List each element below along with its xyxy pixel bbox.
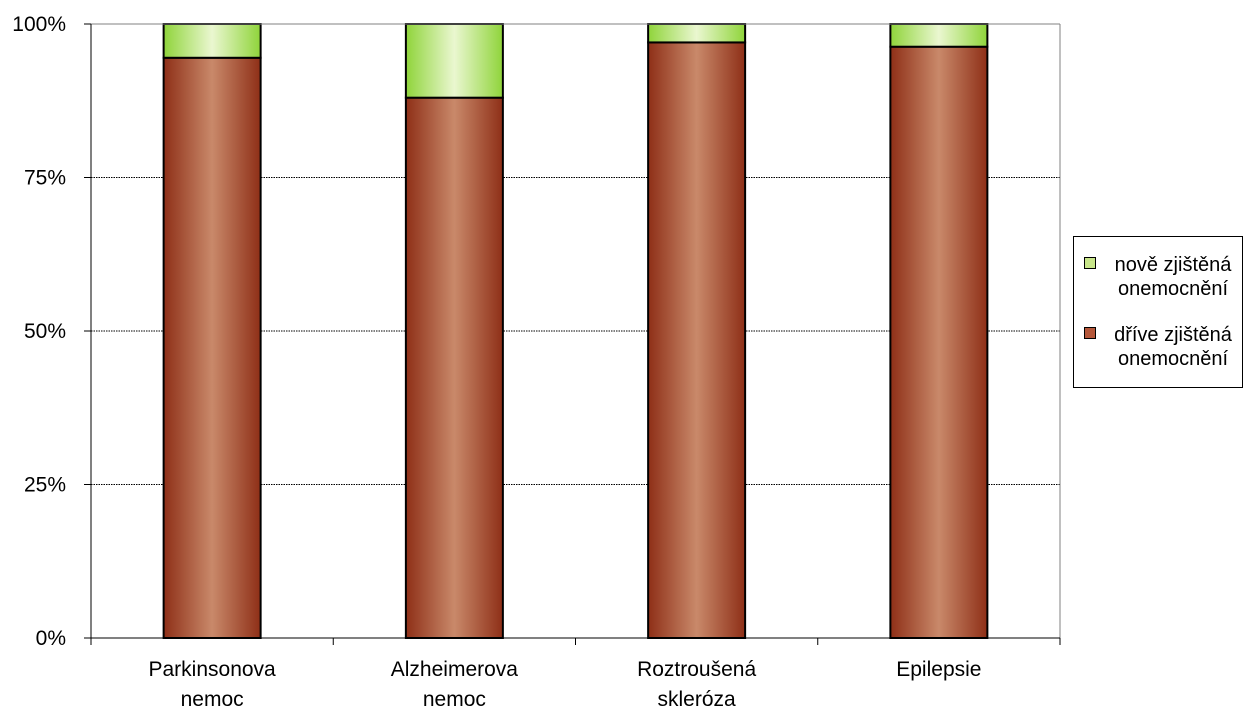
bar-segment-previous [889,45,989,639]
x-category-label: Parkinsonova [149,658,277,681]
x-category-label: Alzheimerova [391,658,519,681]
legend-label-previous-line1: dříve zjištěná [1114,324,1232,346]
legend: nově zjištěná onemocnění dříve zjištěná … [1073,236,1243,388]
legend-swatch-previous [1084,327,1096,339]
bar-segment-previous [404,96,504,640]
x-category-label: nemoc [423,688,486,711]
legend-swatch-new [1084,257,1096,269]
labels: 0% 25% 50% 75% 100% Parkinsonova nemoc Alzheime… [12,13,981,711]
legend-label-new-line1: nově zjištěná [1114,254,1232,276]
y-tick-label: 0% [36,627,66,650]
y-tick-label: 75% [24,167,66,190]
bar-segment-new [404,23,504,99]
x-category-label: skleróza [658,688,737,711]
y-tick-label: 100% [12,13,66,36]
x-category-label: Roztroušená [637,658,756,681]
bar-segment-new [162,23,262,59]
legend-label-previous-line2: onemocnění [1117,348,1229,370]
x-category-label: Epilepsie [896,658,981,681]
bars [162,23,989,640]
legend-label-new-line2: onemocnění [1117,278,1229,300]
x-category-label: nemoc [181,688,244,711]
bar-segment-previous [647,41,747,640]
axes [84,23,1061,645]
bar-segment-new [647,23,747,44]
y-tick-label: 50% [24,320,66,343]
bar-segment-new [889,23,989,48]
y-tick-label: 25% [24,474,66,497]
bar-segment-previous [162,56,262,639]
